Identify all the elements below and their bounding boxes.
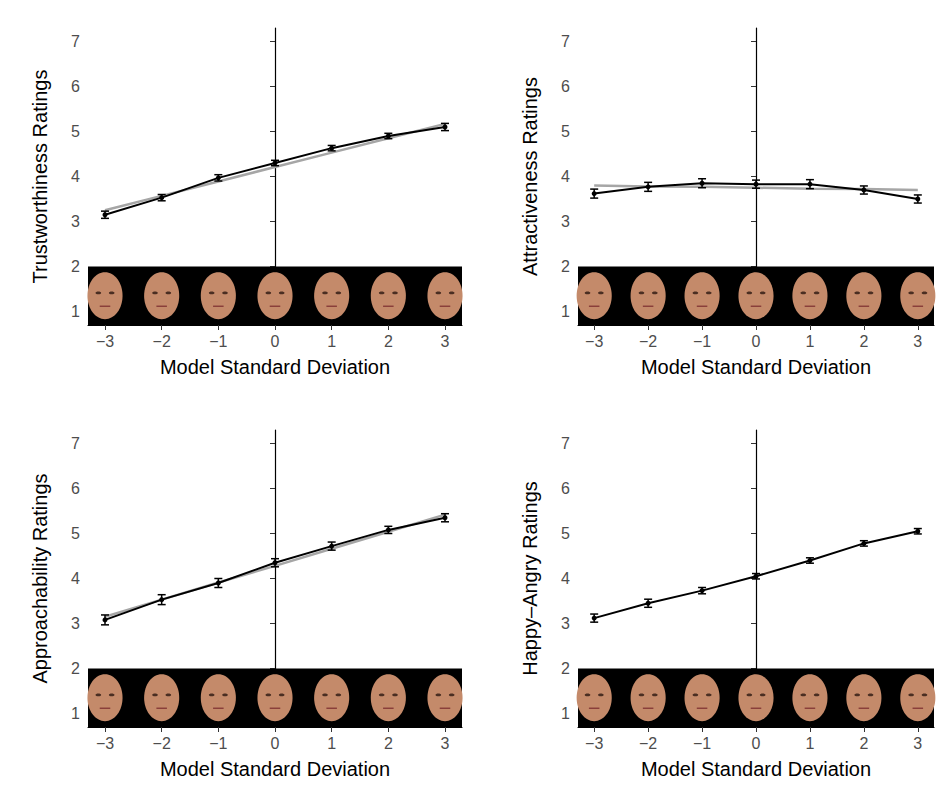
svg-text:7: 7 bbox=[71, 435, 80, 452]
svg-text:0: 0 bbox=[752, 333, 761, 350]
svg-text:7: 7 bbox=[561, 33, 570, 50]
svg-text:−3: −3 bbox=[585, 735, 603, 752]
svg-text:Model Standard Deviation: Model Standard Deviation bbox=[160, 758, 390, 780]
svg-text:−3: −3 bbox=[585, 333, 603, 350]
svg-text:1: 1 bbox=[805, 333, 814, 350]
svg-text:1: 1 bbox=[561, 705, 570, 722]
svg-text:1: 1 bbox=[561, 303, 570, 320]
svg-text:3: 3 bbox=[913, 735, 922, 752]
svg-text:2: 2 bbox=[71, 258, 80, 275]
svg-text:3: 3 bbox=[441, 333, 450, 350]
svg-text:5: 5 bbox=[71, 123, 80, 140]
svg-text:Model Standard Deviation: Model Standard Deviation bbox=[160, 356, 390, 378]
svg-text:2: 2 bbox=[561, 258, 570, 275]
svg-text:−1: −1 bbox=[209, 333, 227, 350]
svg-text:3: 3 bbox=[913, 333, 922, 350]
svg-text:6: 6 bbox=[561, 480, 570, 497]
svg-text:Attractiveness Ratings: Attractiveness Ratings bbox=[519, 77, 541, 276]
svg-text:−2: −2 bbox=[639, 735, 657, 752]
svg-text:−2: −2 bbox=[639, 333, 657, 350]
svg-text:7: 7 bbox=[561, 435, 570, 452]
svg-text:5: 5 bbox=[561, 525, 570, 542]
svg-text:4: 4 bbox=[561, 168, 570, 185]
svg-text:2: 2 bbox=[71, 660, 80, 677]
svg-text:−1: −1 bbox=[693, 735, 711, 752]
svg-text:5: 5 bbox=[561, 123, 570, 140]
svg-text:−1: −1 bbox=[693, 333, 711, 350]
svg-text:1: 1 bbox=[805, 735, 814, 752]
svg-text:Approachability Ratings: Approachability Ratings bbox=[29, 473, 51, 683]
svg-text:0: 0 bbox=[271, 333, 280, 350]
svg-text:4: 4 bbox=[561, 570, 570, 587]
svg-text:−3: −3 bbox=[96, 333, 114, 350]
svg-text:2: 2 bbox=[384, 735, 393, 752]
svg-text:1: 1 bbox=[71, 705, 80, 722]
svg-text:7: 7 bbox=[71, 33, 80, 50]
svg-text:5: 5 bbox=[71, 525, 80, 542]
svg-text:3: 3 bbox=[561, 615, 570, 632]
svg-text:−3: −3 bbox=[96, 735, 114, 752]
svg-text:2: 2 bbox=[859, 333, 868, 350]
svg-text:Happy–Angry Ratings: Happy–Angry Ratings bbox=[519, 481, 541, 676]
svg-text:Model Standard Deviation: Model Standard Deviation bbox=[641, 356, 871, 378]
svg-text:6: 6 bbox=[71, 480, 80, 497]
svg-text:0: 0 bbox=[752, 735, 761, 752]
svg-text:3: 3 bbox=[71, 615, 80, 632]
svg-text:1: 1 bbox=[71, 303, 80, 320]
svg-text:2: 2 bbox=[561, 660, 570, 677]
svg-text:3: 3 bbox=[71, 213, 80, 230]
svg-text:0: 0 bbox=[271, 735, 280, 752]
svg-text:−1: −1 bbox=[209, 735, 227, 752]
svg-text:−2: −2 bbox=[153, 735, 171, 752]
svg-text:4: 4 bbox=[71, 570, 80, 587]
svg-text:Trustworthiness Ratings: Trustworthiness Ratings bbox=[29, 70, 51, 284]
svg-text:2: 2 bbox=[859, 735, 868, 752]
svg-text:3: 3 bbox=[561, 213, 570, 230]
svg-text:3: 3 bbox=[441, 735, 450, 752]
svg-text:6: 6 bbox=[561, 78, 570, 95]
svg-text:6: 6 bbox=[71, 78, 80, 95]
svg-text:Model Standard Deviation: Model Standard Deviation bbox=[641, 758, 871, 780]
svg-text:2: 2 bbox=[384, 333, 393, 350]
svg-text:−2: −2 bbox=[153, 333, 171, 350]
svg-text:1: 1 bbox=[327, 333, 336, 350]
svg-text:1: 1 bbox=[327, 735, 336, 752]
svg-text:4: 4 bbox=[71, 168, 80, 185]
